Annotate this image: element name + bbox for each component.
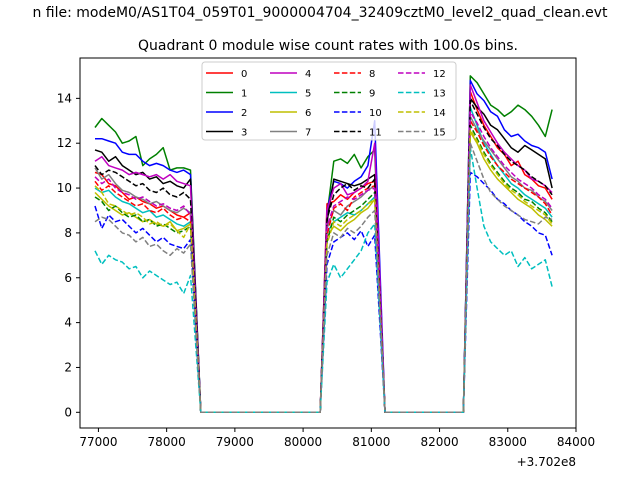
legend-label-14: 14 (433, 108, 446, 119)
legend-label-13: 13 (433, 89, 446, 100)
x-tick-label: 80000 (284, 435, 322, 449)
legend-label-10: 10 (369, 108, 382, 119)
legend-box (201, 61, 457, 141)
x-axis-offset-label: +3.702e8 (517, 455, 576, 469)
series-line-8 (94, 120, 553, 414)
y-tick-label: 10 (57, 181, 72, 195)
series-line-6 (94, 131, 553, 414)
legend-label-0: 0 (241, 69, 247, 80)
plot-frame (79, 57, 577, 429)
y-tick-label: 14 (57, 91, 72, 105)
x-axis: 77000 78000 79000 80000 81000 82000 83000 84000 (79, 428, 595, 449)
legend-label-5: 5 (305, 89, 311, 100)
legend-label-1: 1 (241, 89, 247, 100)
legend-label-2: 2 (241, 108, 247, 119)
chart-title: Quadrant 0 module wise count rates with … (138, 38, 518, 54)
x-tick-label: 78000 (148, 435, 186, 449)
series-line-15 (94, 142, 553, 414)
y-axis: 0 2 4 6 8 10 12 14 (57, 91, 80, 419)
series-line-14 (94, 129, 553, 414)
y-tick-label: 4 (64, 316, 72, 330)
legend-label-6: 6 (305, 108, 311, 119)
legend-label-8: 8 (369, 69, 375, 80)
y-tick-label: 8 (64, 226, 72, 240)
x-tick-label: 84000 (557, 435, 595, 449)
legend-label-7: 7 (305, 128, 311, 139)
legend-label-4: 4 (305, 69, 311, 80)
legend-label-15: 15 (433, 128, 446, 139)
legend-label-3: 3 (241, 128, 247, 139)
y-tick-label: 6 (64, 271, 72, 285)
x-tick-label: 81000 (352, 435, 390, 449)
x-tick-label: 83000 (489, 435, 527, 449)
x-tick-label: 77000 (79, 435, 117, 449)
y-tick-label: 0 (64, 405, 72, 419)
y-tick-label: 12 (57, 136, 72, 150)
y-tick-label: 2 (64, 360, 72, 374)
series-line-12 (94, 111, 553, 414)
series-line-7 (94, 115, 553, 414)
series-line-9 (94, 124, 553, 414)
series-line-13 (94, 146, 553, 414)
x-tick-label: 79000 (216, 435, 254, 449)
x-tick-label: 82000 (420, 435, 458, 449)
chart-suptitle: n file: modeM0/AS1T04_059T01_9000004704_… (32, 5, 608, 21)
legend-label-9: 9 (369, 89, 375, 100)
series-line-10 (94, 171, 553, 414)
legend-label-12: 12 (433, 69, 446, 80)
legend-label-11: 11 (369, 128, 382, 139)
